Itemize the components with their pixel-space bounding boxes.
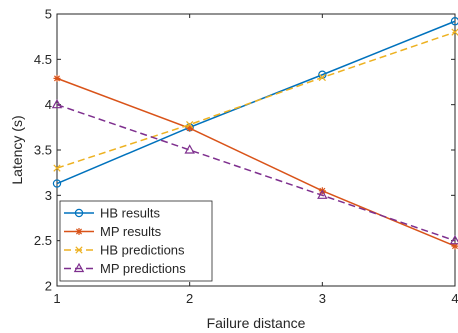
data-point [317, 189, 328, 199]
series-layer [51, 17, 458, 250]
y-tick-label: 3 [45, 188, 52, 203]
data-point [450, 17, 458, 26]
data-point [451, 242, 458, 250]
x-tick-label: 1 [53, 291, 60, 306]
series-line [56, 31, 456, 169]
series-line [56, 103, 456, 242]
data-point [75, 228, 83, 235]
series-line [56, 77, 456, 247]
legend-label: HB results [100, 206, 160, 221]
data-point [449, 234, 458, 245]
legend-box [59, 200, 213, 282]
legend-label: MP results [100, 224, 162, 239]
axis-ticks: 1 2 3 422.533.544.55 [34, 7, 458, 307]
data-point [318, 70, 327, 79]
legend-entry: MP predictions [64, 261, 186, 276]
data-point [53, 74, 61, 82]
series-mp-predictions [51, 98, 458, 245]
data-point [73, 262, 85, 273]
data-point [184, 144, 195, 154]
data-point [186, 124, 194, 132]
y-tick-label: 5 [45, 7, 52, 22]
data-point [318, 73, 326, 82]
legend: HB results MP results HB predictions MP pre… [59, 200, 213, 282]
data-point [51, 98, 63, 109]
data-point [74, 208, 84, 218]
data-point [186, 120, 194, 129]
legend-entry: MP results [64, 224, 162, 239]
x-axis-label: Failure distance [207, 315, 306, 331]
y-tick-label: 4.5 [34, 52, 52, 67]
data-point [53, 164, 61, 172]
data-point [52, 179, 62, 188]
legend-entry: HB predictions [64, 243, 185, 258]
legend-label: HB predictions [100, 243, 185, 258]
y-tick-label: 2 [45, 279, 52, 294]
y-tick-label: 3.5 [34, 143, 52, 158]
legend-entry: HB results [64, 206, 160, 221]
series-hb-predictions [53, 28, 458, 172]
legend-label: MP predictions [100, 261, 186, 276]
data-point [451, 28, 458, 36]
y-tick-label: 4 [45, 97, 52, 112]
data-point [75, 246, 83, 254]
y-tick-label: 2.5 [34, 233, 52, 248]
y-axis-label: Latency (s) [9, 115, 25, 184]
x-tick-label: 2 [186, 291, 193, 306]
x-tick-label: 4 [451, 291, 458, 306]
x-tick-label: 3 [319, 291, 326, 306]
